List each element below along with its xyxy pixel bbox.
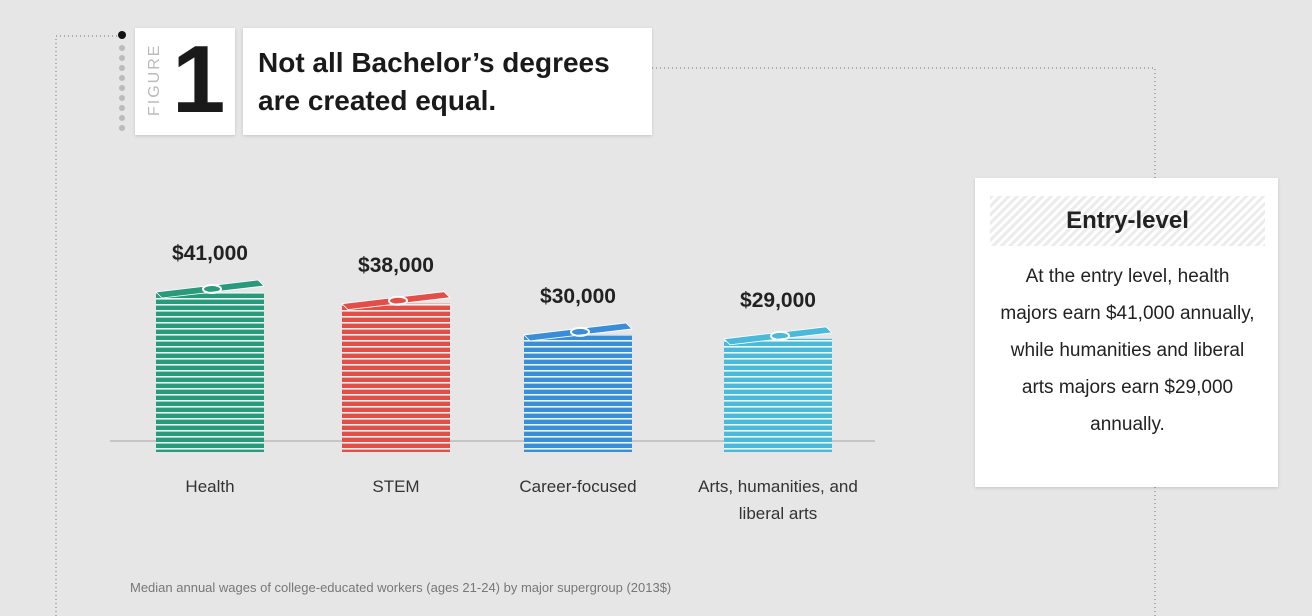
- figure-label: FIGURE: [146, 43, 163, 117]
- bar-top: [341, 291, 451, 311]
- bar-emblem: [388, 295, 408, 306]
- bar-emblem: [770, 330, 790, 341]
- title-box: [243, 28, 652, 135]
- chart-title: Not all Bachelor’s degrees are created e…: [258, 47, 610, 116]
- x-tick-label: STEM: [372, 477, 420, 496]
- bar-top: [523, 322, 633, 342]
- bar-emblem: [570, 326, 590, 337]
- frame-dot: [118, 31, 126, 39]
- sidebar-text: At the entry level, health majors earn $…: [1000, 266, 1255, 435]
- x-tick-label: Career-focused: [519, 477, 637, 496]
- x-tick-label: Health: [185, 477, 235, 496]
- figure-box: [135, 28, 235, 135]
- bar-emblem: [202, 284, 222, 294]
- x-tick-label: Arts, humanities, and liberal arts: [698, 477, 858, 523]
- bar-stripes: [524, 334, 632, 452]
- bar-top: [155, 279, 265, 299]
- value-label: $38,000: [358, 253, 434, 277]
- caption: Median annual wages of college-educated …: [130, 580, 672, 595]
- frame-dots: [119, 45, 125, 131]
- bar-stripes: [342, 303, 450, 452]
- bar-stripes: [156, 292, 264, 452]
- bar-stripes: [724, 338, 832, 452]
- frame: [55, 35, 1156, 616]
- figure-number: 1: [172, 26, 226, 133]
- value-label: $30,000: [540, 284, 616, 308]
- value-label: $41,000: [172, 242, 248, 265]
- bar-top: [723, 326, 833, 346]
- value-label: $29,000: [740, 288, 816, 312]
- sidebar-title: Entry-level: [990, 196, 1265, 246]
